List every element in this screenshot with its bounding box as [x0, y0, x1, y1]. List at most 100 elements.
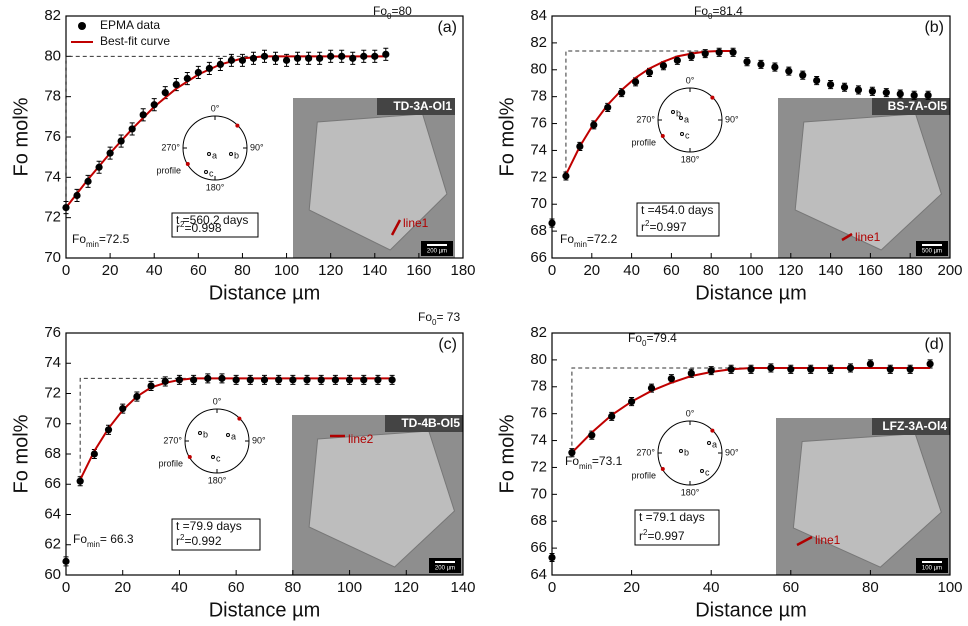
x-axis-label: Distance µm: [695, 599, 807, 621]
data-point: [659, 62, 668, 70]
r-sup: 2: [643, 528, 648, 537]
profile-line-label: line2: [348, 432, 374, 446]
x-tick-label: 40: [703, 579, 720, 596]
orientation-angle: 90°: [725, 114, 739, 124]
data-point: [62, 203, 70, 212]
axis-point-label: a: [712, 439, 717, 449]
x-tick-label: 140: [818, 262, 843, 279]
profile-line-label: line1: [815, 533, 841, 547]
data-point: [62, 557, 70, 565]
data-point: [238, 56, 247, 64]
fit-r2: r2=0.997: [641, 219, 687, 235]
data-point: [349, 54, 357, 62]
fo-base: Fo: [373, 4, 387, 18]
y-tick-label: 82: [530, 324, 547, 341]
x-tick-label: 80: [862, 579, 879, 596]
x-axis-label: Distance µm: [209, 599, 321, 621]
guide-line: [565, 50, 720, 175]
fit-box: [636, 202, 720, 237]
data-point: [119, 405, 127, 413]
orientation-angle: 0°: [686, 75, 695, 85]
data-point: [882, 89, 890, 97]
data-point: [827, 365, 835, 373]
data-point: [216, 60, 224, 68]
y-tick-label: 78: [530, 378, 547, 395]
orientation-angle: 0°: [213, 396, 222, 406]
y-tick-label: 74: [530, 141, 547, 158]
fomin-label: Fomin= 66.3: [73, 532, 134, 548]
data-point: [747, 365, 755, 373]
y-tick-label: 70: [44, 249, 61, 266]
y-tick-label: 78: [44, 88, 61, 105]
r-sup: 2: [180, 220, 185, 229]
y-tick-label: 64: [530, 566, 547, 583]
fit-r2: r2=0.997: [639, 528, 685, 544]
x-axis-label: Distance µm: [695, 282, 807, 304]
data-point: [667, 375, 676, 383]
data-point: [90, 450, 98, 458]
fo0-label: Fo0=79.4: [628, 331, 677, 347]
y-tick-label: 76: [530, 115, 547, 132]
data-point: [707, 367, 715, 375]
data-point: [275, 376, 283, 384]
y-tick-label: 72: [530, 458, 547, 475]
panel-label: (d): [924, 336, 944, 353]
x-tick-label: 0: [62, 579, 70, 596]
legend-marker: [78, 22, 86, 30]
sample-label: BS-7A-Ol5: [888, 99, 948, 113]
r: r: [639, 529, 643, 543]
y-tick-label: 76: [530, 405, 547, 422]
y-tick-label: 60: [44, 566, 61, 583]
data-point: [608, 412, 616, 420]
orientation-angle: 180°: [206, 182, 225, 192]
data-point: [576, 142, 584, 151]
axis-point: [229, 152, 233, 156]
data-point: [568, 449, 576, 457]
y-tick-label: 82: [44, 7, 61, 24]
panel-label: (b): [924, 19, 944, 36]
y-tick-label: 80: [44, 47, 61, 64]
orientation-angle: 270°: [161, 142, 180, 152]
profile-line: [841, 232, 853, 242]
profile-label: profile: [631, 137, 656, 147]
data-point: [183, 74, 191, 83]
x-tick-label: 40: [623, 262, 640, 279]
fomin-label: Fomin=72.5: [72, 232, 130, 248]
data-point: [727, 365, 735, 373]
orientation-angle: 270°: [163, 435, 182, 445]
data-point: [787, 365, 795, 373]
data-point: [73, 191, 81, 200]
data-point: [133, 392, 141, 401]
fit-time: t =79.1 days: [639, 510, 705, 524]
fo-sub: min: [86, 240, 99, 249]
x-tick-label: 140: [450, 579, 475, 596]
axis-point-label: c: [705, 467, 710, 477]
data-point: [260, 376, 269, 384]
y-tick-label: 70: [530, 485, 547, 502]
orientation-angle: 180°: [681, 154, 700, 164]
x-tick-label: 180: [898, 262, 923, 279]
x-tick-label: 160: [858, 262, 883, 279]
data-point: [886, 365, 894, 373]
fit-r2: r2=0.998: [176, 220, 222, 236]
r-value: =0.997: [649, 220, 686, 234]
data-point: [161, 89, 169, 97]
fo-sub: 0: [432, 318, 437, 327]
data-point: [910, 91, 918, 99]
fo0-label: Fo0= 73: [418, 310, 460, 326]
crystal: [794, 113, 942, 251]
x-tick-label: 80: [234, 262, 251, 279]
axis-point: [680, 132, 684, 136]
data-point: [128, 125, 136, 133]
data-point: [338, 52, 346, 60]
sample-label-bg: [872, 98, 950, 115]
fo-value: =73.1: [592, 454, 623, 468]
data-point: [360, 376, 368, 384]
data-point: [866, 360, 875, 368]
data-point: [260, 52, 269, 60]
fit-time: t =454.0 days: [641, 203, 713, 217]
guide-line: [571, 367, 751, 453]
fomin-label: Fomin=73.1: [565, 454, 623, 470]
data-point: [604, 103, 612, 112]
data-point: [846, 364, 855, 372]
